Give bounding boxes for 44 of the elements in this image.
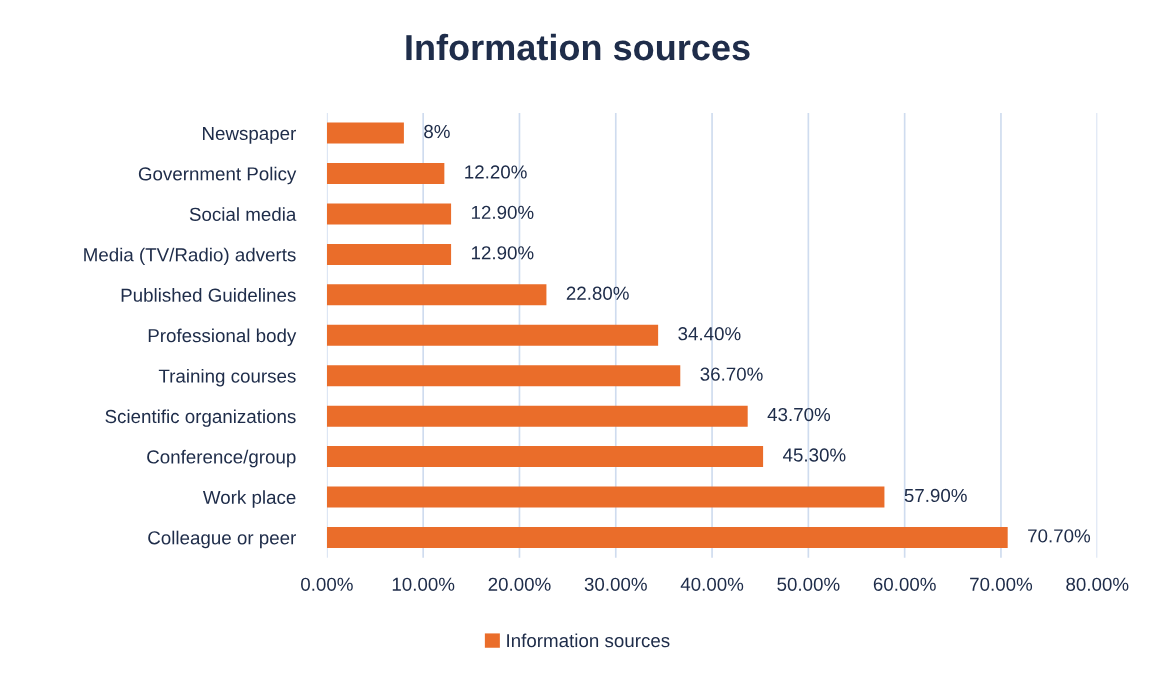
data-label: 45.30%	[782, 448, 846, 462]
y-tick-label: Colleague or peer	[148, 530, 297, 549]
y-tick-label: Training courses	[158, 368, 296, 387]
y-tick-label: Work place	[202, 490, 296, 508]
data-label: 12.20%	[465, 165, 527, 179]
x-tick-label: 50.00%	[777, 577, 840, 591]
y-tick-label: Government Policy	[138, 166, 297, 185]
bar	[326, 203, 452, 225]
x-tick-label: 80.00%	[1066, 577, 1129, 591]
data-label: 12.90%	[471, 205, 534, 220]
bar	[326, 365, 681, 387]
data-label: 36.70%	[700, 367, 763, 381]
bar	[326, 324, 659, 346]
x-tick-label: 40.00%	[680, 577, 744, 591]
y-tick-label: Professional body	[148, 328, 297, 346]
bar	[326, 405, 748, 427]
bar	[326, 446, 764, 468]
chart-title: Information sources	[406, 33, 750, 61]
x-tick-label: 30.00%	[584, 577, 647, 591]
data-label: 57.90%	[904, 488, 967, 503]
bar	[326, 486, 885, 508]
x-tick-label: 60.00%	[873, 577, 936, 591]
data-label: 22.80%	[566, 286, 629, 300]
data-label: 70.70%	[1028, 529, 1091, 543]
data-label: 43.70%	[767, 407, 831, 422]
x-tick-label: 10.00%	[392, 577, 455, 591]
bar	[326, 284, 547, 306]
bar	[326, 122, 404, 144]
y-tick-label: Newspaper	[203, 127, 296, 144]
bar	[326, 243, 452, 265]
data-label: 34.40%	[678, 327, 741, 341]
x-tick-label: 70.00%	[970, 577, 1033, 591]
x-tick-label: 0.00%	[301, 577, 353, 591]
legend-label: Information sources	[507, 633, 670, 648]
bar	[326, 163, 445, 185]
x-tick-label: 20.00%	[488, 577, 551, 591]
y-tick-label: Conference/group	[147, 449, 296, 468]
data-label: 12.90%	[471, 246, 534, 260]
y-tick-label: Published Guidelines	[121, 288, 296, 302]
y-tick-label: Social media	[189, 207, 297, 221]
y-tick-label: Scientific organizations	[105, 409, 296, 427]
y-tick-label: Media (TV/Radio) adverts	[84, 247, 296, 266]
bar	[326, 526, 1008, 548]
data-label: 8%	[424, 124, 450, 139]
